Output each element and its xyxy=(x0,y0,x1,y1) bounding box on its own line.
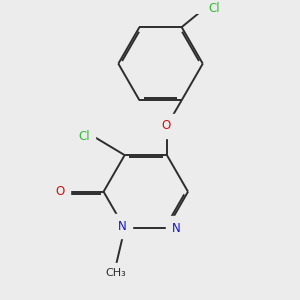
Text: O: O xyxy=(161,119,170,132)
Text: CH₃: CH₃ xyxy=(106,268,127,278)
Text: Cl: Cl xyxy=(78,130,90,142)
Text: Cl: Cl xyxy=(208,2,220,15)
Text: O: O xyxy=(55,185,64,198)
Text: N: N xyxy=(118,220,127,232)
Text: N: N xyxy=(172,222,181,235)
